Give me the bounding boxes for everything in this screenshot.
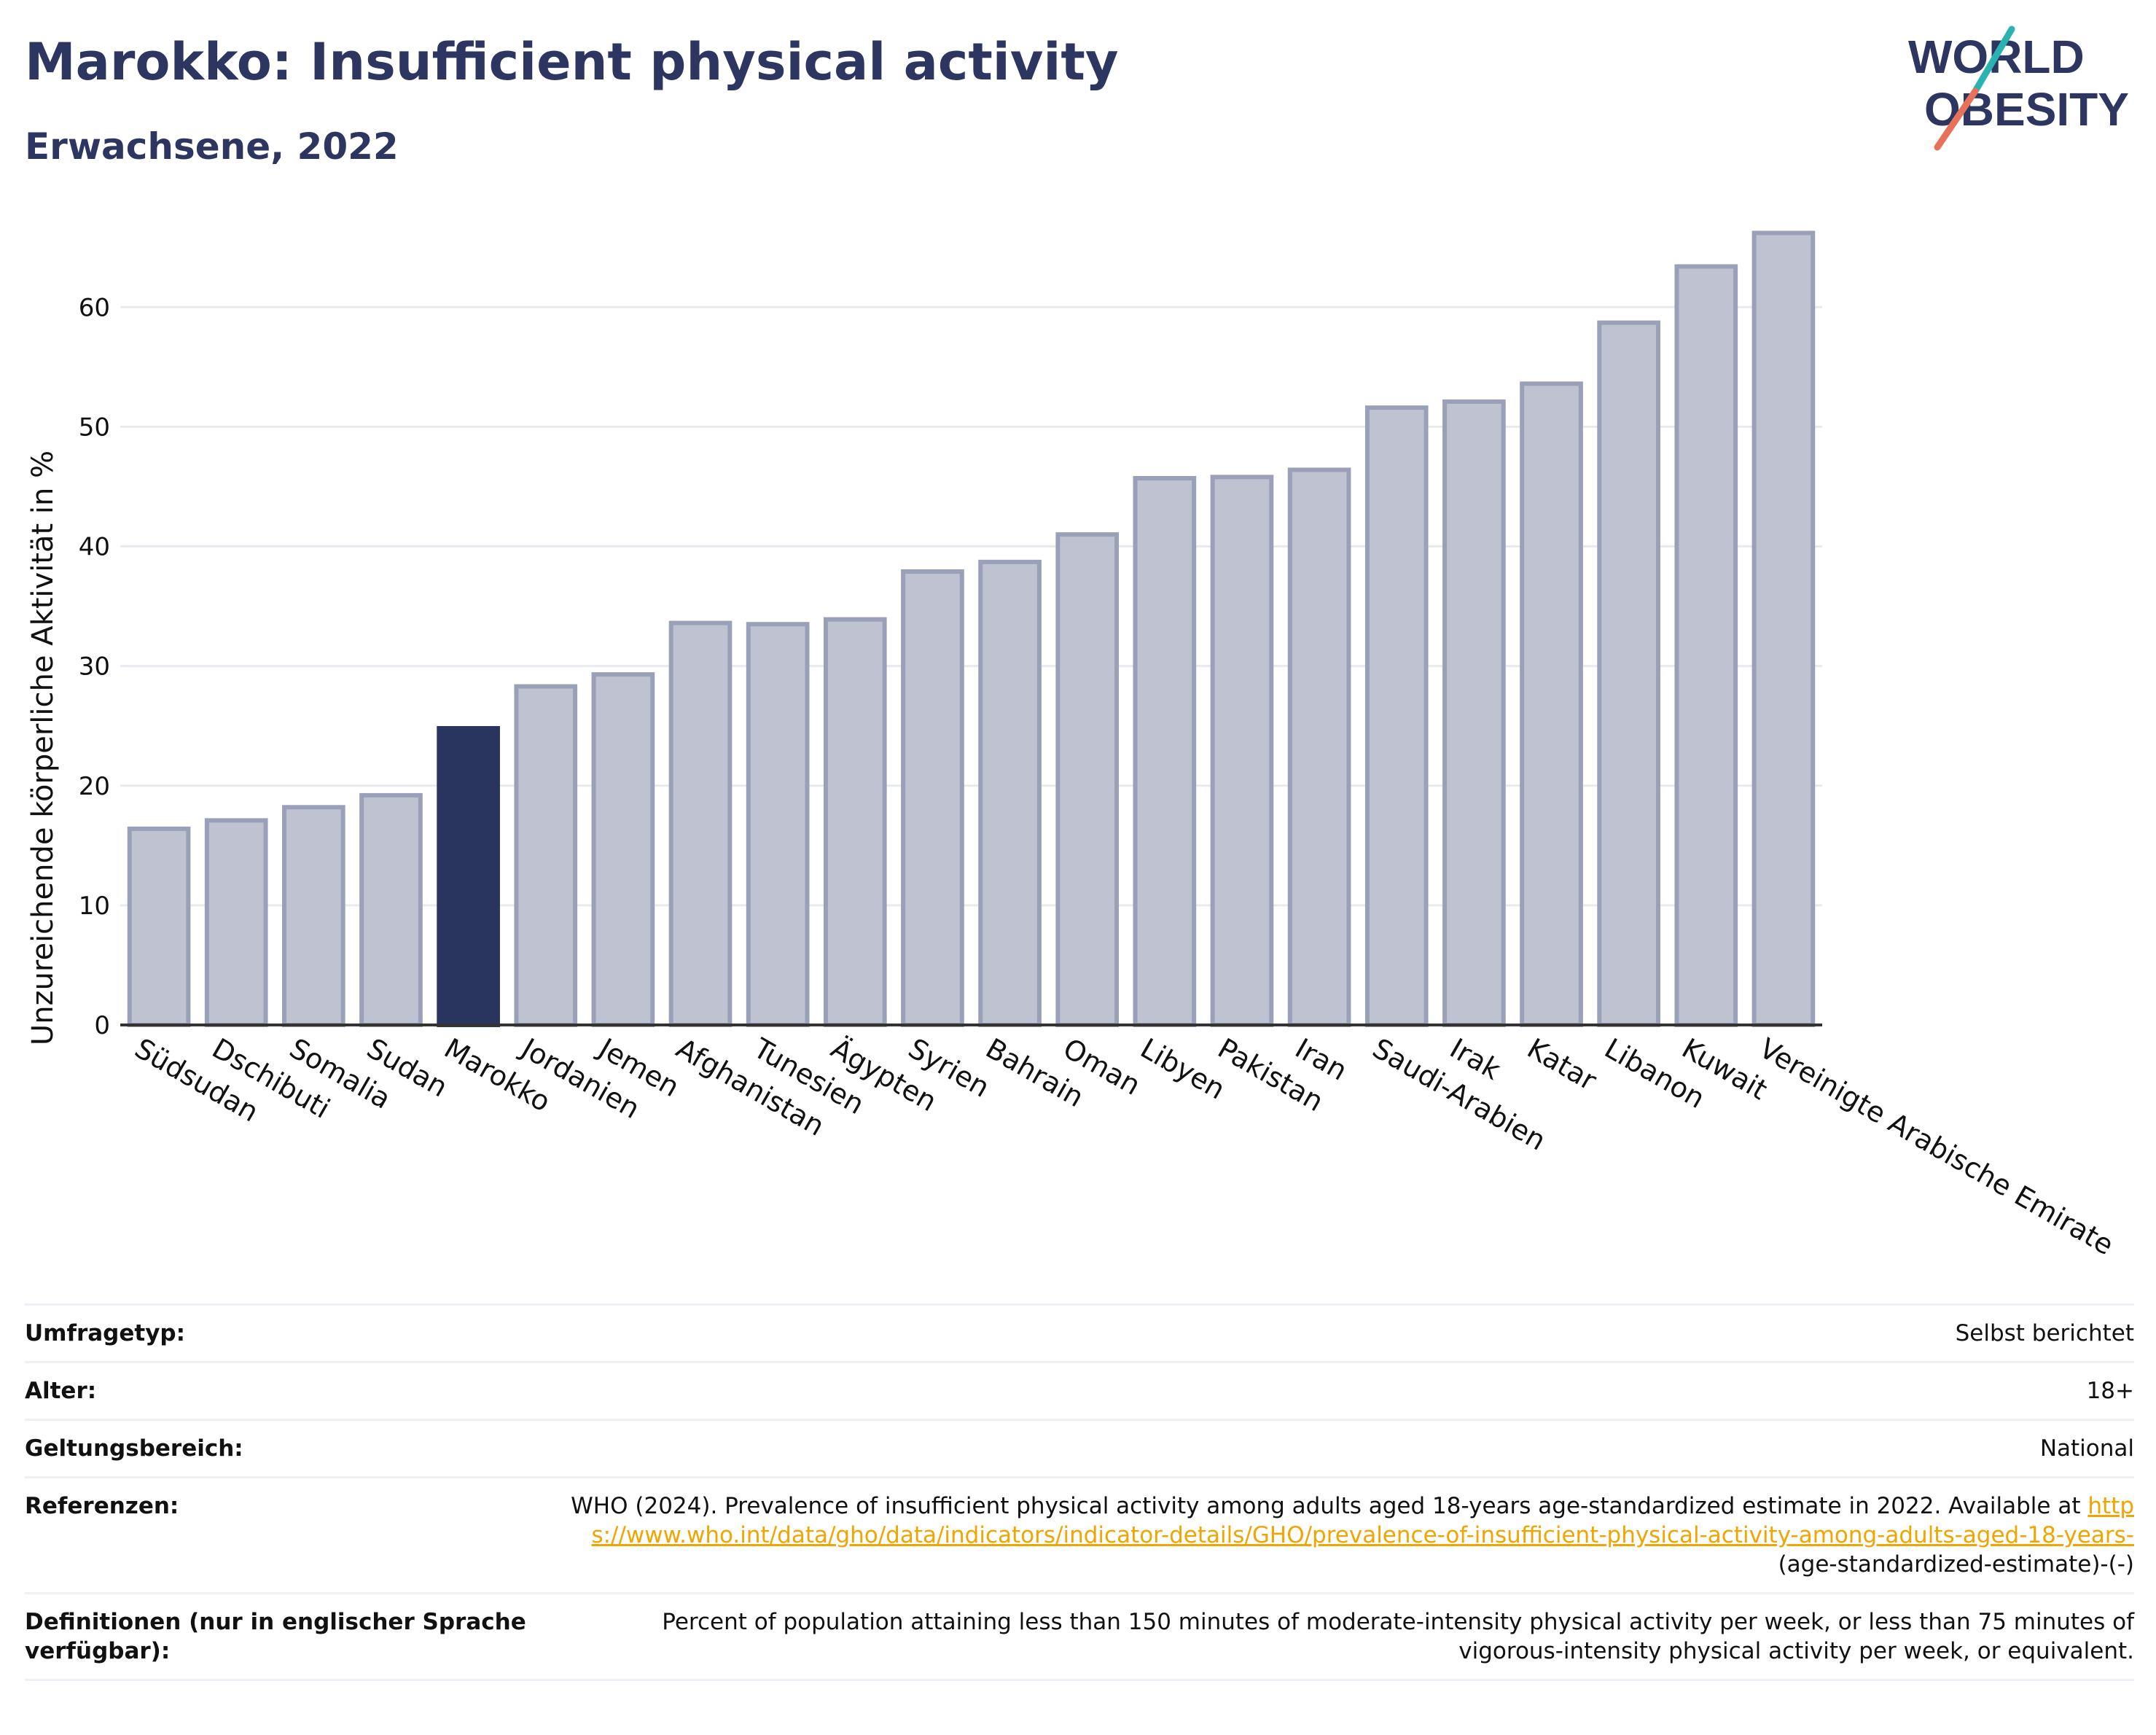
info-row-age: Alter: 18+ (25, 1362, 2134, 1420)
y-axis-label: Unzureichende körperliche Aktivität in % (26, 451, 60, 1045)
bar-marokko (437, 725, 500, 1027)
page-subtitle: Erwachsene, 2022 (25, 125, 399, 168)
bar-vereinigte-arabische-emirate (1751, 230, 1816, 1028)
bar-ägypten (823, 617, 887, 1027)
info-value: Selbst berichtet (1955, 1320, 2134, 1346)
info-key: Definitionen (nur in englischer Sprache … (25, 1609, 526, 1664)
bar-syrien (901, 569, 964, 1027)
info-value: National (2039, 1435, 2134, 1462)
logo-slash-coral (1934, 87, 1979, 151)
bar-jemen (591, 672, 655, 1028)
y-tick-label: 20 (79, 772, 110, 801)
bar-pakistan (1210, 475, 1274, 1027)
world-obesity-logo: WORLD OBESITY (1895, 22, 2143, 153)
bar-sudan (359, 792, 423, 1028)
info-key: Referenzen: (25, 1493, 179, 1519)
bar-somalia (282, 805, 345, 1028)
bar-kuwait (1674, 264, 1738, 1027)
y-tick-labels: 0 10 20 30 40 50 60 (79, 293, 110, 1040)
info-key: Umfragetyp: (25, 1320, 185, 1346)
y-tick-label: 50 (79, 413, 110, 442)
info-table: Umfragetyp: Selbst berichtet Alter: 18+ … (25, 1303, 2134, 1681)
y-tick-label: 10 (79, 892, 110, 921)
bar-jordanien (514, 684, 578, 1027)
info-key: Geltungsbereich: (25, 1435, 243, 1462)
y-tick-label: 60 (79, 293, 110, 322)
bar-tunesien (746, 622, 810, 1027)
bar-dschibuti (204, 818, 268, 1027)
bar-oman (1055, 532, 1120, 1027)
bar-irak (1442, 399, 1506, 1027)
bars (127, 230, 1816, 1028)
logo-line-2: OBESITY (1924, 83, 2129, 136)
bar-libyen (1133, 475, 1197, 1027)
x-tick-label: Vereinigte Arabische Emirate (1754, 1032, 2119, 1262)
bar-südsudan (127, 826, 191, 1027)
bar-katar (1520, 381, 1583, 1027)
info-row-survey: Umfragetyp: Selbst berichtet (25, 1304, 2134, 1362)
logo-slash-teal (1972, 26, 2015, 95)
info-key: Alter: (25, 1378, 97, 1404)
bar-afghanistan (668, 620, 733, 1027)
x-tick-label: Libyen (1135, 1032, 1230, 1106)
info-value: Percent of population attaining less tha… (662, 1609, 2134, 1664)
bar-libanon (1597, 320, 1660, 1028)
reference-text: WHO (2024). Prevalence of insufficient p… (571, 1493, 2081, 1519)
y-tick-label: 0 (94, 1011, 110, 1040)
info-row-definitions: Definitionen (nur in englischer Sprache … (25, 1593, 2134, 1680)
bar-chart: 0 10 20 30 40 50 60 SüdsudanDschibutiSomaliaSu… (26, 230, 2120, 1262)
reference-link[interactable]: https://www.who.int/data/gho/data/indica… (591, 1493, 2134, 1548)
x-tick-label: Katar (1522, 1032, 1602, 1097)
info-value: 18+ (2086, 1378, 2134, 1404)
y-tick-label: 40 (79, 533, 110, 562)
bar-bahrain (978, 559, 1042, 1027)
page-title: Marokko: Insufficient physical activity (25, 32, 1119, 92)
reference-suffix: (age-standardized-estimate)-(-) (1778, 1551, 2134, 1578)
info-row-references: Referenzen: WHO (2024). Prevalence of in… (25, 1477, 2134, 1594)
x-tick-labels: SüdsudanDschibutiSomaliaSudanMarokkoJord… (130, 1032, 2120, 1262)
bar-saudi-arabien (1364, 405, 1429, 1027)
info-value: WHO (2024). Prevalence of insufficient p… (564, 1478, 2134, 1594)
y-tick-label: 30 (79, 652, 110, 682)
info-row-scope: Geltungsbereich: National (25, 1419, 2134, 1478)
bar-iran (1287, 467, 1351, 1027)
